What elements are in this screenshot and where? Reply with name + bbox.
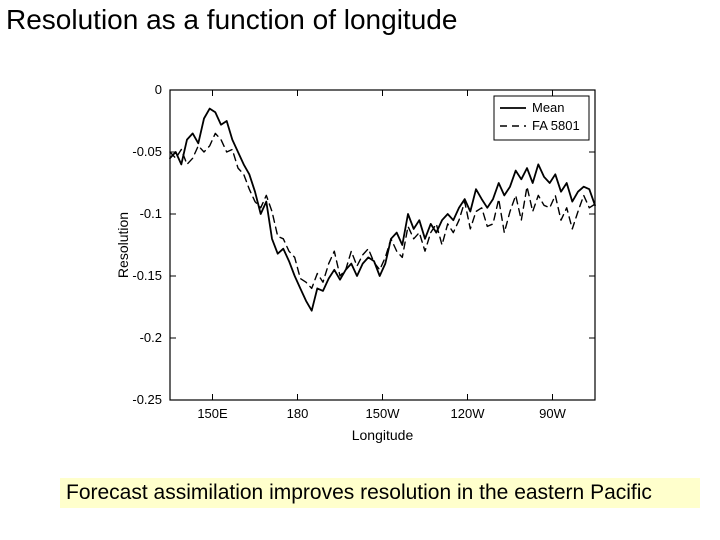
ytick-label: 0 — [155, 82, 162, 97]
y-axis-label: Resolution — [115, 212, 131, 278]
resolution-chart: 0 -0.05 -0.1 -0.15 -0.2 -0.25 150E 180 150W 120W 9… — [110, 70, 610, 450]
xtick-label: 90W — [539, 406, 566, 421]
xtick-label: 180 — [287, 406, 309, 421]
legend-label: FA 5801 — [532, 118, 580, 133]
ytick-label: -0.15 — [132, 268, 162, 283]
ytick-label: -0.1 — [140, 206, 162, 221]
xtick-label: 120W — [451, 406, 486, 421]
ytick-label: -0.25 — [132, 392, 162, 407]
xtick-label: 150W — [366, 406, 401, 421]
page-title: Resolution as a function of longitude — [6, 4, 457, 36]
ytick-label: -0.2 — [140, 330, 162, 345]
ytick-label: -0.05 — [132, 144, 162, 159]
xtick-label: 150E — [197, 406, 228, 421]
x-axis-label: Longitude — [352, 427, 414, 443]
legend-label: Mean — [532, 100, 565, 115]
caption-banner: Forecast assimilation improves resolutio… — [60, 478, 700, 508]
